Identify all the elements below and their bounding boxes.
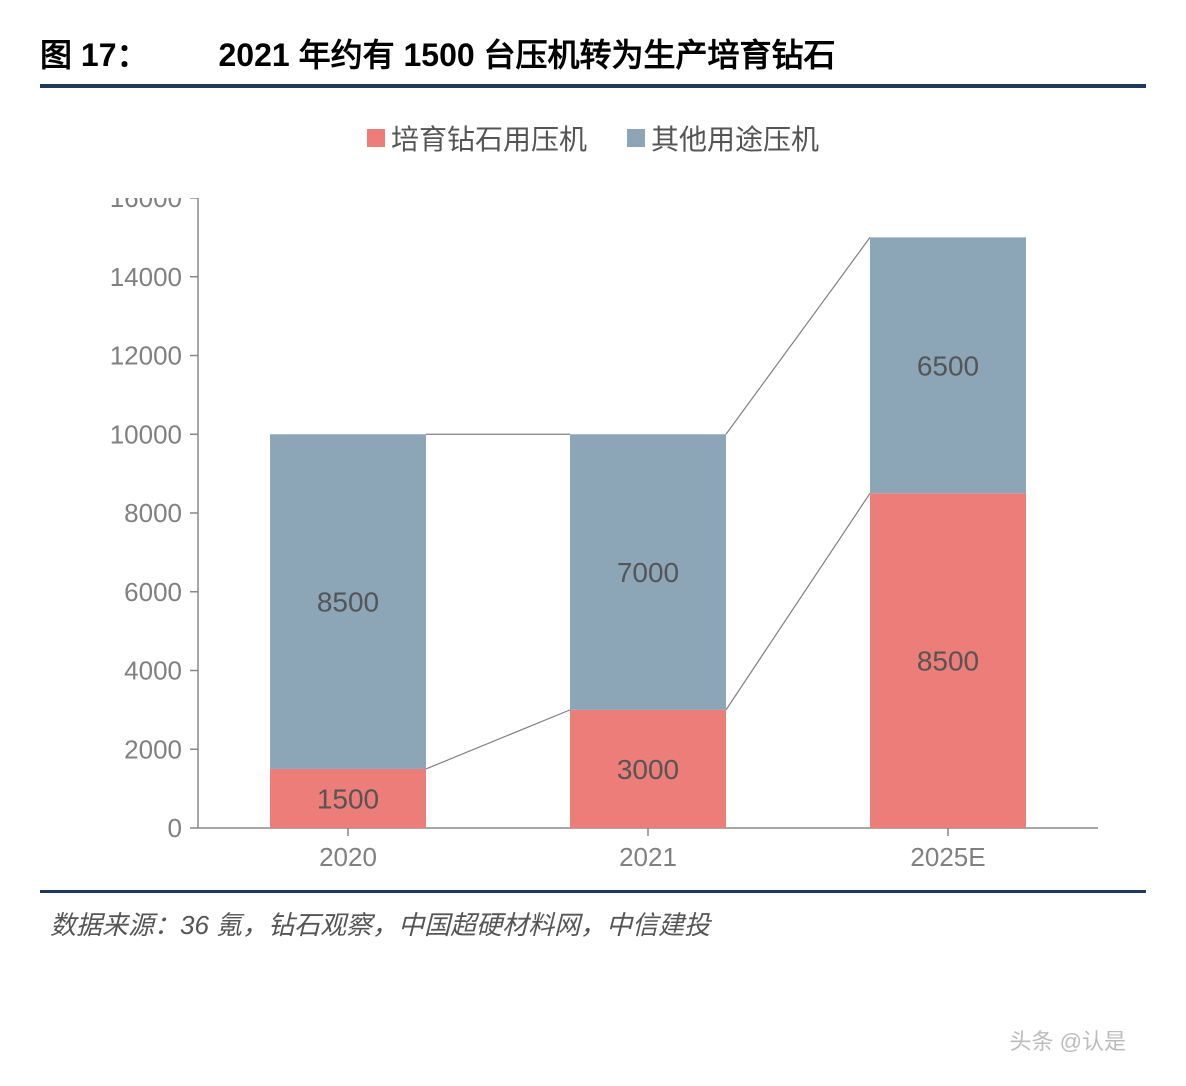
figure-label: 图 17： xyxy=(40,30,149,76)
y-tick-label: 8000 xyxy=(124,498,182,528)
page-container: 图 17： 2021 年约有 1500 台压机转为生产培育钻石 培育钻石用压机 … xyxy=(0,0,1186,1086)
x-tick-label: 2025E xyxy=(910,842,985,872)
legend-item-2: 其他用途压机 xyxy=(627,118,819,158)
chart-area: 0 2000 4000 6000 8000 10000 12000 14000 16000 150… xyxy=(68,198,1118,878)
bar-value-label: 1500 xyxy=(317,783,379,814)
legend-label-2: 其他用途压机 xyxy=(651,118,819,158)
y-tick-label: 6000 xyxy=(124,577,182,607)
title-row: 图 17： 2021 年约有 1500 台压机转为生产培育钻石 xyxy=(40,30,1146,76)
y-tick-label: 10000 xyxy=(110,419,182,449)
legend-swatch-1 xyxy=(367,129,385,147)
connector-line xyxy=(426,710,570,769)
chart-svg: 0 2000 4000 6000 8000 10000 12000 14000 16000 150… xyxy=(68,198,1118,878)
x-tick-label: 2020 xyxy=(319,842,377,872)
y-tick-label: 14000 xyxy=(110,262,182,292)
connector-line xyxy=(726,237,870,434)
x-tick-label: 2021 xyxy=(619,842,677,872)
y-tick-label: 16000 xyxy=(110,198,182,213)
y-tick-label: 2000 xyxy=(124,734,182,764)
watermark: 头条 @认是 xyxy=(1010,1024,1126,1056)
bar-value-label: 8500 xyxy=(317,587,379,618)
legend-swatch-2 xyxy=(627,129,645,147)
connector-line xyxy=(726,493,870,710)
bar-value-label: 3000 xyxy=(617,754,679,785)
legend: 培育钻石用压机 其他用途压机 xyxy=(40,118,1146,158)
legend-item-1: 培育钻石用压机 xyxy=(367,118,587,158)
figure-title: 2021 年约有 1500 台压机转为生产培育钻石 xyxy=(219,30,836,76)
y-tick-label: 4000 xyxy=(124,656,182,686)
legend-label-1: 培育钻石用压机 xyxy=(391,118,587,158)
y-tick-label: 12000 xyxy=(110,341,182,371)
bar-value-label: 8500 xyxy=(917,646,979,677)
bar-value-label: 7000 xyxy=(617,557,679,588)
source-text: 数据来源：36 氪，钻石观察，中国超硬材料网，中信建投 xyxy=(40,905,1146,942)
bottom-divider xyxy=(40,890,1146,893)
y-tick-label: 0 xyxy=(168,813,182,843)
top-divider xyxy=(40,84,1146,88)
bar-value-label: 6500 xyxy=(917,350,979,381)
